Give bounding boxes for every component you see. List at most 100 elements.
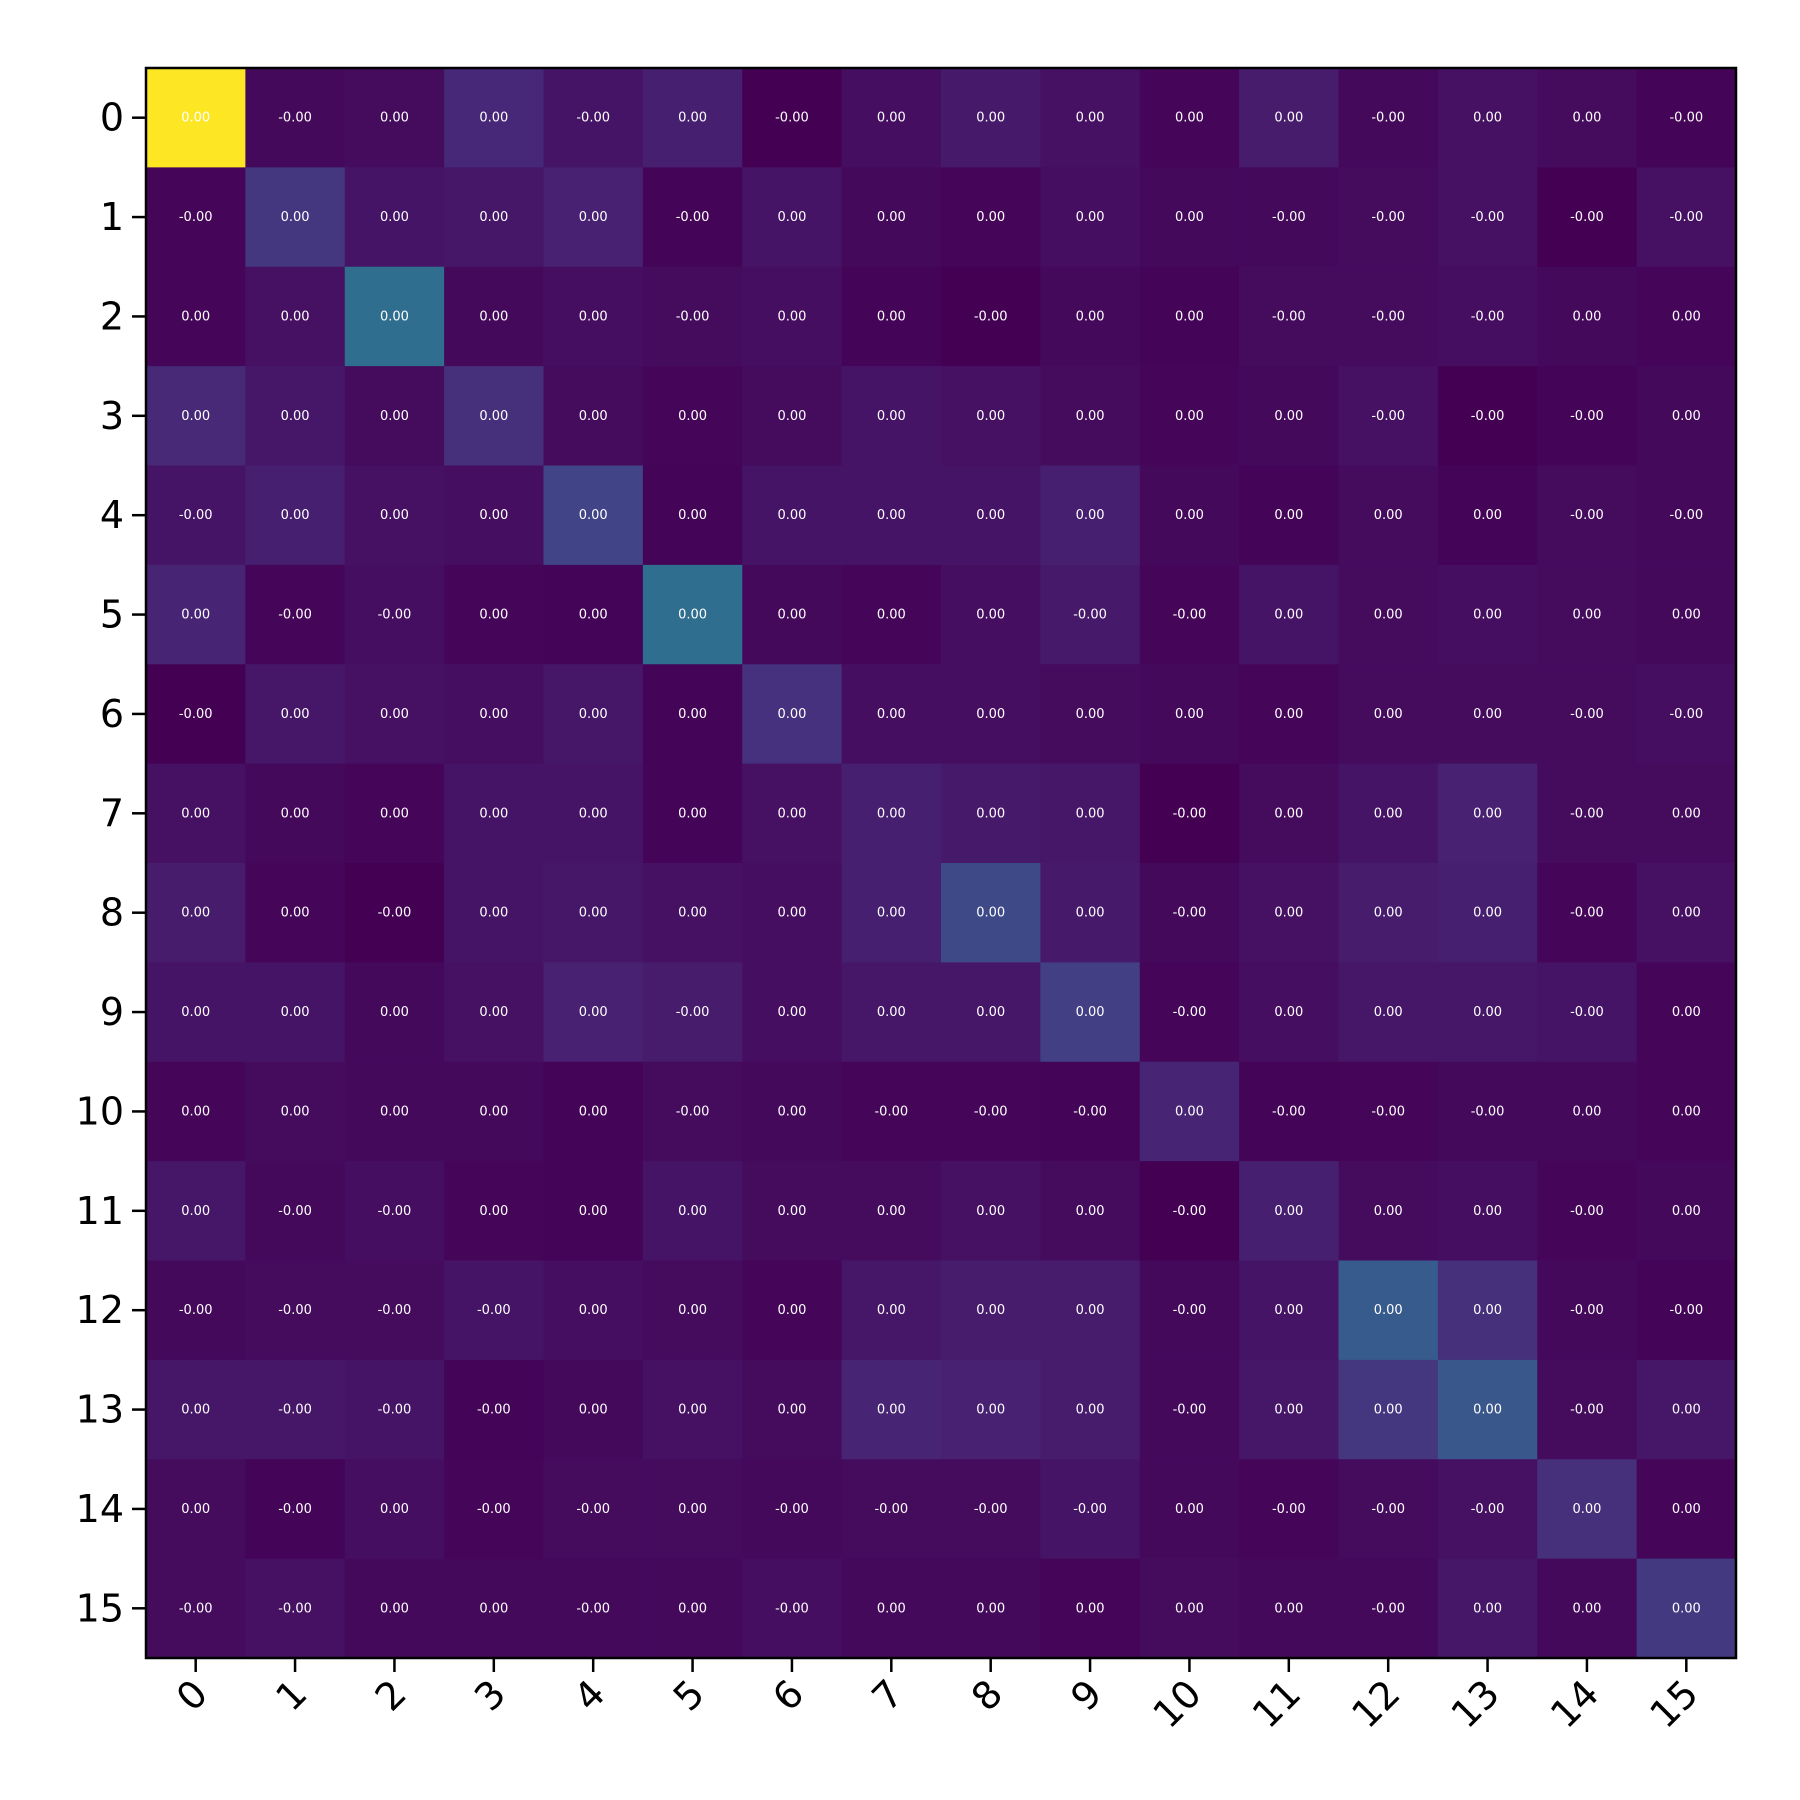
heatmap-cell-0-2 xyxy=(344,68,445,168)
heatmap-cell-6-15 xyxy=(1636,664,1737,765)
heatmap-cell-7-13 xyxy=(1437,763,1538,864)
heatmap-cell-5-12 xyxy=(1338,564,1439,665)
cell-value-label-12-9: 0.00 xyxy=(1076,1303,1105,1318)
heatmap-cell-3-12 xyxy=(1338,366,1439,466)
heatmap-cell-0-1 xyxy=(245,68,346,168)
heatmap-cell-2-4 xyxy=(543,266,644,367)
heatmap-cell-1-13 xyxy=(1437,167,1538,268)
heatmap-cell-9-7 xyxy=(841,962,942,1063)
cell-value-label-0-9: 0.00 xyxy=(1076,111,1105,126)
y-tick-label-3: 3 xyxy=(100,394,124,438)
cell-value-label-1-0: -0.00 xyxy=(179,210,213,225)
heatmap-cell-4-15 xyxy=(1636,465,1737,566)
cell-value-label-8-8: 0.00 xyxy=(976,906,1005,921)
cell-value-label-1-15: -0.00 xyxy=(1669,210,1703,225)
cell-value-label-15-6: -0.00 xyxy=(775,1601,809,1616)
cell-value-label-2-7: 0.00 xyxy=(877,309,906,324)
cell-value-label-10-14: 0.00 xyxy=(1572,1104,1601,1119)
cell-value-label-14-1: -0.00 xyxy=(278,1502,312,1517)
heatmap-cell-8-0 xyxy=(146,863,246,963)
heatmap-cell-6-14 xyxy=(1537,664,1638,765)
y-tick-label-14: 14 xyxy=(76,1487,124,1531)
heatmap-cell-15-9 xyxy=(1040,1558,1141,1659)
cell-value-label-10-10: 0.00 xyxy=(1175,1104,1204,1119)
heatmap-cell-14-2 xyxy=(344,1459,445,1560)
heatmap-cell-9-4 xyxy=(543,962,644,1063)
cell-value-label-13-2: -0.00 xyxy=(378,1403,412,1418)
cell-value-label-0-7: 0.00 xyxy=(877,111,906,126)
heatmap-cell-7-7 xyxy=(841,763,942,864)
cell-value-label-5-3: 0.00 xyxy=(479,608,508,623)
heatmap-cell-3-13 xyxy=(1437,366,1538,466)
cell-value-label-8-12: 0.00 xyxy=(1374,906,1403,921)
cell-value-label-5-12: 0.00 xyxy=(1374,608,1403,623)
heatmap-cell-7-11 xyxy=(1239,763,1339,864)
heatmap-cell-0-15 xyxy=(1636,68,1737,168)
cell-value-label-2-6: 0.00 xyxy=(777,309,806,324)
cell-value-label-7-1: 0.00 xyxy=(281,806,310,821)
heatmap-cell-13-0 xyxy=(146,1359,246,1460)
heatmap-cell-14-1 xyxy=(245,1459,346,1560)
cell-value-label-7-8: 0.00 xyxy=(976,806,1005,821)
cell-value-label-5-8: 0.00 xyxy=(976,608,1005,623)
cell-value-label-3-9: 0.00 xyxy=(1076,409,1105,424)
heatmap-cell-15-15 xyxy=(1636,1558,1737,1659)
heatmap-cell-6-8 xyxy=(941,664,1041,765)
heatmap-cell-3-9 xyxy=(1040,366,1141,466)
heatmap-cell-8-6 xyxy=(742,863,843,963)
cell-value-label-7-12: 0.00 xyxy=(1374,806,1403,821)
heatmap-cell-2-9 xyxy=(1040,266,1141,367)
heatmap-cell-8-11 xyxy=(1239,863,1339,963)
heatmap-cell-9-1 xyxy=(245,962,346,1063)
cell-value-label-4-13: 0.00 xyxy=(1473,508,1502,523)
heatmap-cell-13-7 xyxy=(841,1359,942,1460)
heatmap-cell-14-15 xyxy=(1636,1459,1737,1560)
cell-value-label-5-0: 0.00 xyxy=(181,608,210,623)
heatmap-cell-4-0 xyxy=(146,465,246,566)
cell-value-label-7-6: 0.00 xyxy=(777,806,806,821)
cell-value-label-8-3: 0.00 xyxy=(479,906,508,921)
heatmap-cell-6-5 xyxy=(642,664,743,765)
cell-value-label-3-11: 0.00 xyxy=(1274,409,1303,424)
cell-value-label-14-11: -0.00 xyxy=(1272,1502,1306,1517)
cell-value-label-11-2: -0.00 xyxy=(378,1204,412,1219)
heatmap-cell-2-7 xyxy=(841,266,942,367)
heatmap-cell-9-3 xyxy=(444,962,544,1063)
heatmap-cell-9-8 xyxy=(941,962,1041,1063)
heatmap-cell-5-0 xyxy=(146,564,246,665)
cell-value-label-9-1: 0.00 xyxy=(281,1005,310,1020)
heatmap-cell-8-5 xyxy=(642,863,743,963)
cell-value-label-12-2: -0.00 xyxy=(378,1303,412,1318)
cell-value-label-4-7: 0.00 xyxy=(877,508,906,523)
heatmap-cell-2-8 xyxy=(941,266,1041,367)
heatmap-cell-5-6 xyxy=(742,564,843,665)
cell-value-label-13-1: -0.00 xyxy=(278,1403,312,1418)
cell-value-label-8-15: 0.00 xyxy=(1672,906,1701,921)
cell-value-label-12-6: 0.00 xyxy=(777,1303,806,1318)
cell-value-label-7-4: 0.00 xyxy=(579,806,608,821)
y-tick-label-9: 9 xyxy=(100,990,124,1034)
cell-value-label-1-11: -0.00 xyxy=(1272,210,1306,225)
cell-value-label-4-1: 0.00 xyxy=(281,508,310,523)
cell-value-label-12-4: 0.00 xyxy=(579,1303,608,1318)
cell-value-label-0-13: 0.00 xyxy=(1473,111,1502,126)
heatmap-cell-10-4 xyxy=(543,1061,644,1162)
cell-value-label-6-0: -0.00 xyxy=(179,707,213,722)
heatmap-cell-14-14 xyxy=(1537,1459,1638,1560)
heatmap-cell-9-2 xyxy=(344,962,445,1063)
cell-value-label-12-10: -0.00 xyxy=(1173,1303,1207,1318)
heatmap-cell-12-9 xyxy=(1040,1260,1141,1361)
cell-value-label-10-13: -0.00 xyxy=(1471,1104,1505,1119)
heatmap-cell-5-4 xyxy=(543,564,644,665)
cell-value-label-3-5: 0.00 xyxy=(678,409,707,424)
y-tick-label-15: 15 xyxy=(76,1586,124,1630)
cell-value-label-3-13: -0.00 xyxy=(1471,409,1505,424)
heatmap-cell-11-7 xyxy=(841,1161,942,1261)
heatmap-cell-13-1 xyxy=(245,1359,346,1460)
y-tick-label-4: 4 xyxy=(100,493,124,537)
cell-value-label-5-7: 0.00 xyxy=(877,608,906,623)
cell-value-label-3-4: 0.00 xyxy=(579,409,608,424)
heatmap-cell-6-4 xyxy=(543,664,644,765)
heatmap-cell-1-10 xyxy=(1139,167,1240,268)
